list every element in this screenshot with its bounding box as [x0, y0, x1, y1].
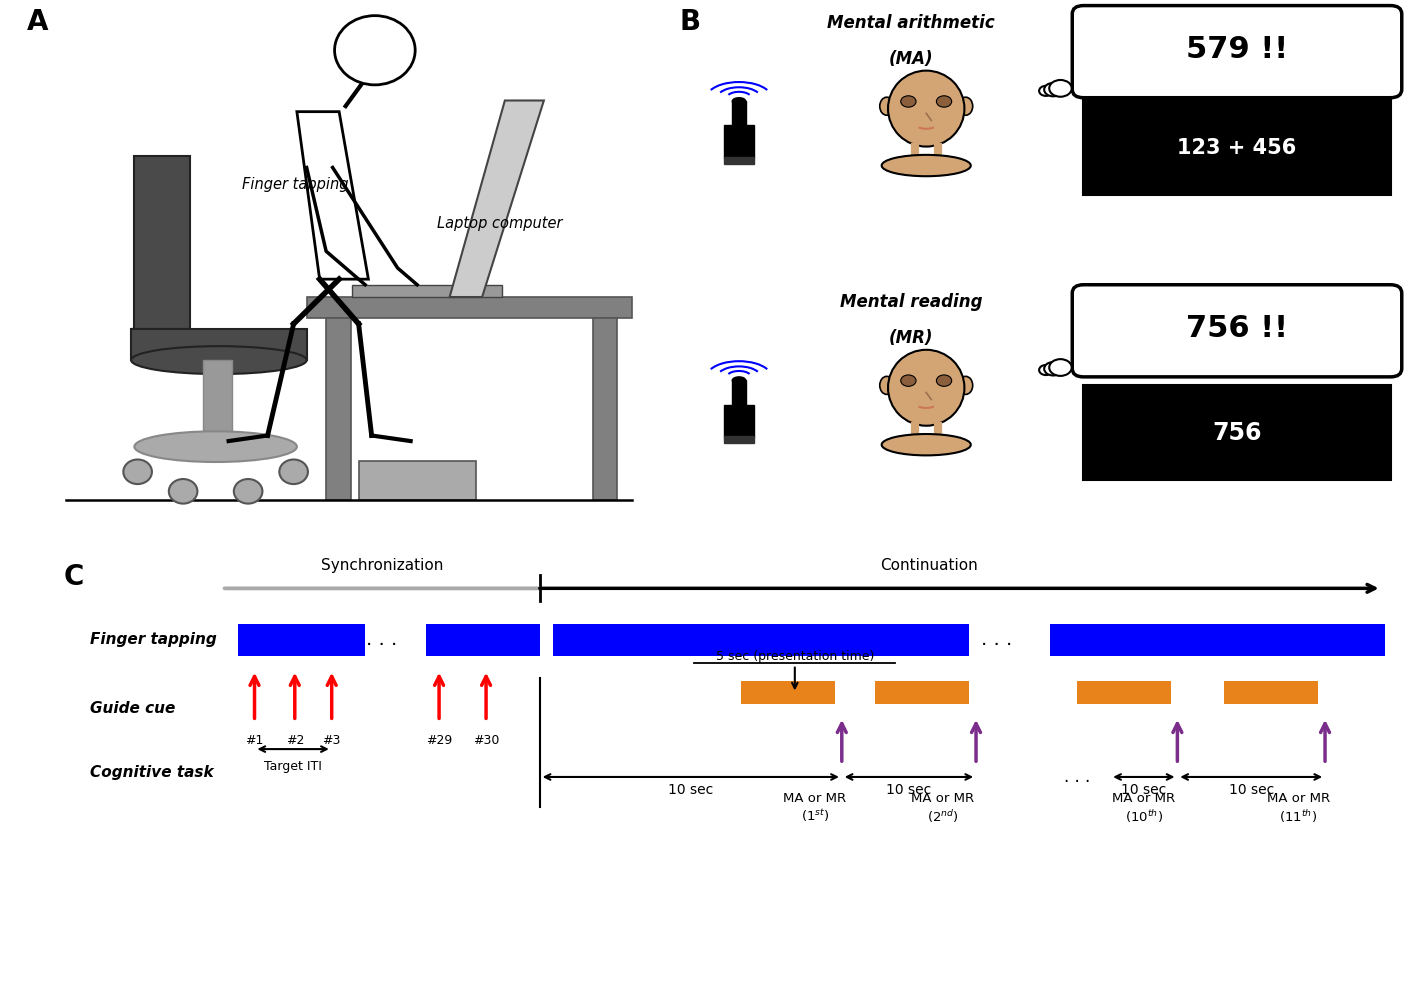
Ellipse shape	[134, 432, 297, 462]
Text: . . .: . . .	[981, 630, 1012, 649]
Text: MA or MR
(11$^{th}$): MA or MR (11$^{th}$)	[1266, 792, 1330, 825]
Text: #2: #2	[285, 734, 304, 747]
Circle shape	[1044, 362, 1063, 376]
Text: 10 sec: 10 sec	[1121, 784, 1167, 798]
Bar	[352, 285, 502, 297]
Circle shape	[900, 96, 916, 107]
Text: 10 sec: 10 sec	[668, 784, 714, 798]
Circle shape	[168, 479, 198, 503]
Bar	[732, 381, 746, 408]
Text: 10 sec: 10 sec	[1228, 784, 1275, 798]
Bar	[1077, 681, 1170, 704]
Circle shape	[1044, 83, 1063, 97]
Text: (MR): (MR)	[889, 329, 934, 347]
Circle shape	[123, 460, 153, 485]
Polygon shape	[131, 157, 189, 329]
Bar	[875, 681, 969, 704]
Ellipse shape	[958, 97, 972, 116]
Text: #30: #30	[473, 734, 499, 747]
Bar	[1084, 101, 1390, 195]
Text: Mental arithmetic: Mental arithmetic	[828, 14, 995, 32]
Polygon shape	[131, 329, 307, 360]
Circle shape	[937, 375, 952, 386]
Text: A: A	[27, 8, 48, 36]
Circle shape	[280, 460, 308, 485]
Ellipse shape	[732, 98, 746, 105]
Text: B: B	[680, 8, 701, 36]
Text: 10 sec: 10 sec	[886, 784, 931, 798]
Circle shape	[1039, 86, 1053, 96]
Ellipse shape	[880, 97, 894, 116]
Ellipse shape	[887, 71, 965, 147]
Circle shape	[1050, 359, 1071, 376]
Text: #29: #29	[425, 734, 452, 747]
Circle shape	[900, 375, 916, 386]
Circle shape	[1039, 365, 1053, 375]
Bar	[592, 318, 617, 499]
Text: Finger tapping: Finger tapping	[90, 632, 216, 647]
Ellipse shape	[880, 376, 894, 395]
Bar	[725, 157, 753, 165]
Ellipse shape	[732, 377, 746, 384]
Bar	[307, 297, 632, 318]
Text: 123 + 456: 123 + 456	[1177, 138, 1297, 158]
Bar	[1050, 624, 1385, 656]
Bar	[552, 624, 969, 656]
Text: 756 !!: 756 !!	[1186, 314, 1289, 343]
Ellipse shape	[958, 376, 972, 395]
FancyBboxPatch shape	[1072, 6, 1402, 98]
Bar	[1224, 681, 1318, 704]
Bar	[237, 624, 365, 656]
Circle shape	[335, 16, 415, 85]
Text: Target ITI: Target ITI	[264, 760, 322, 773]
Text: (MA): (MA)	[889, 50, 934, 68]
Bar	[326, 318, 350, 499]
Text: C: C	[64, 562, 83, 590]
Bar	[725, 126, 753, 158]
Bar	[740, 681, 835, 704]
Text: . . .: . . .	[366, 630, 397, 649]
Circle shape	[937, 96, 952, 107]
Text: Guide cue: Guide cue	[90, 701, 175, 716]
Text: MA or MR
(2$^{nd}$): MA or MR (2$^{nd}$)	[911, 792, 974, 825]
Text: 5 sec (presentation time): 5 sec (presentation time)	[715, 650, 875, 663]
Text: Continuation: Continuation	[880, 558, 978, 573]
Text: . . .: . . .	[1064, 768, 1089, 786]
Text: Synchronization: Synchronization	[321, 558, 444, 573]
Bar	[425, 624, 540, 656]
Ellipse shape	[882, 155, 971, 176]
Text: 579 !!: 579 !!	[1186, 35, 1289, 64]
Bar	[1084, 385, 1390, 481]
Text: #1: #1	[246, 734, 264, 747]
Bar	[359, 461, 476, 499]
Text: MA or MR
(1$^{st}$): MA or MR (1$^{st}$)	[783, 792, 846, 825]
Text: Finger tapping: Finger tapping	[242, 176, 348, 191]
Circle shape	[1050, 80, 1071, 97]
Text: Cognitive task: Cognitive task	[90, 765, 213, 781]
Ellipse shape	[882, 434, 971, 456]
Bar	[732, 102, 746, 129]
Text: 756: 756	[1212, 421, 1262, 445]
Text: #3: #3	[322, 734, 341, 747]
Text: Laptop computer: Laptop computer	[437, 215, 562, 231]
Ellipse shape	[887, 350, 965, 426]
Bar	[725, 405, 753, 437]
Bar	[202, 360, 232, 447]
Polygon shape	[297, 112, 369, 279]
Bar	[725, 436, 753, 444]
Ellipse shape	[131, 346, 307, 374]
Text: Mental reading: Mental reading	[839, 293, 982, 311]
FancyBboxPatch shape	[1072, 285, 1402, 377]
Text: MA or MR
(10$^{th}$): MA or MR (10$^{th}$)	[1112, 792, 1176, 825]
Polygon shape	[449, 101, 544, 297]
Circle shape	[233, 479, 263, 503]
